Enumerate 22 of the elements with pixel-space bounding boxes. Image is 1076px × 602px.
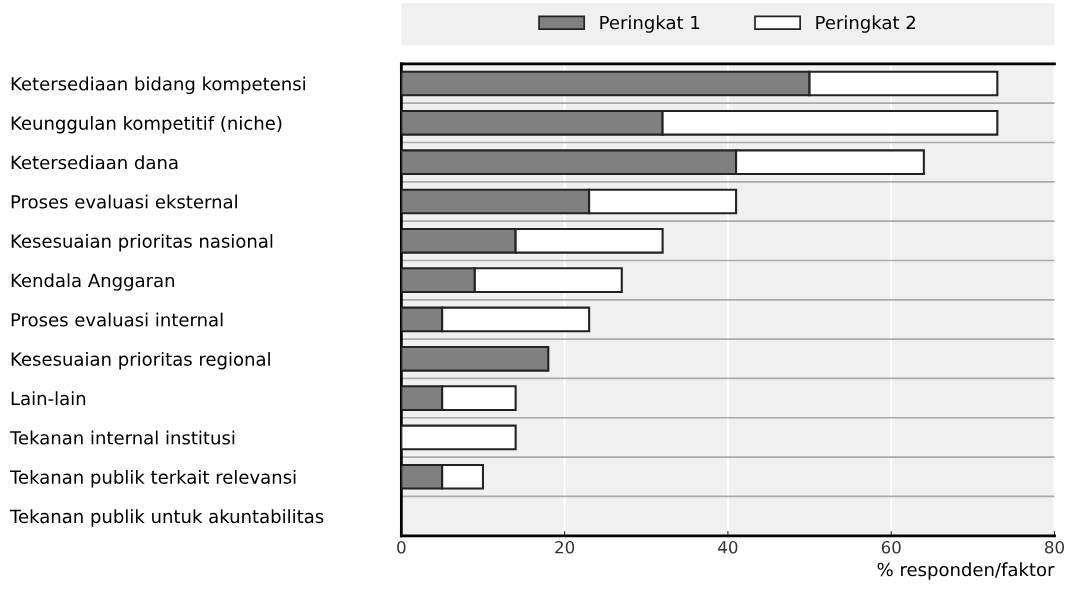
y-tick-label: Kesesuaian prioritas regional (11, 351, 270, 370)
x-tick-label: 20 (555, 540, 575, 554)
y-tick-label: Tekanan publik terkait relevansi (9, 469, 296, 488)
y-tick-label: Proses evaluasi internal (11, 312, 223, 327)
y-tick-label: Tekanan publik untuk akuntabilitas (9, 509, 324, 527)
y-tick-label: Keunggulan kompetitif (niche) (11, 115, 282, 134)
y-tick-label: Tekanan internal institusi (9, 430, 235, 445)
legend-label: Peringkat 2 (816, 15, 915, 33)
bar (401, 345, 550, 372)
y-tick-label: Proses evaluasi eksternal (11, 194, 237, 209)
y-tick-label: Ketersediaan dana (11, 155, 178, 170)
y-tick-label: Lain-lain (11, 391, 86, 406)
y-tick-label: Kesesuaian prioritas nasional (11, 233, 273, 252)
x-axis-title: % responden/faktor (877, 562, 1055, 580)
y-tick-label: Ketersediaan bidang kompetensi (11, 76, 305, 95)
x-tick-label: 80 (1045, 540, 1064, 554)
legend-label: Peringkat 1 (600, 15, 700, 33)
x-tick-label: 40 (718, 540, 738, 554)
y-tick-label: Kendala Anggaran (11, 273, 175, 291)
bar (401, 424, 517, 451)
x-tick-label: 0 (397, 540, 406, 554)
x-tick-label: 60 (881, 540, 901, 554)
